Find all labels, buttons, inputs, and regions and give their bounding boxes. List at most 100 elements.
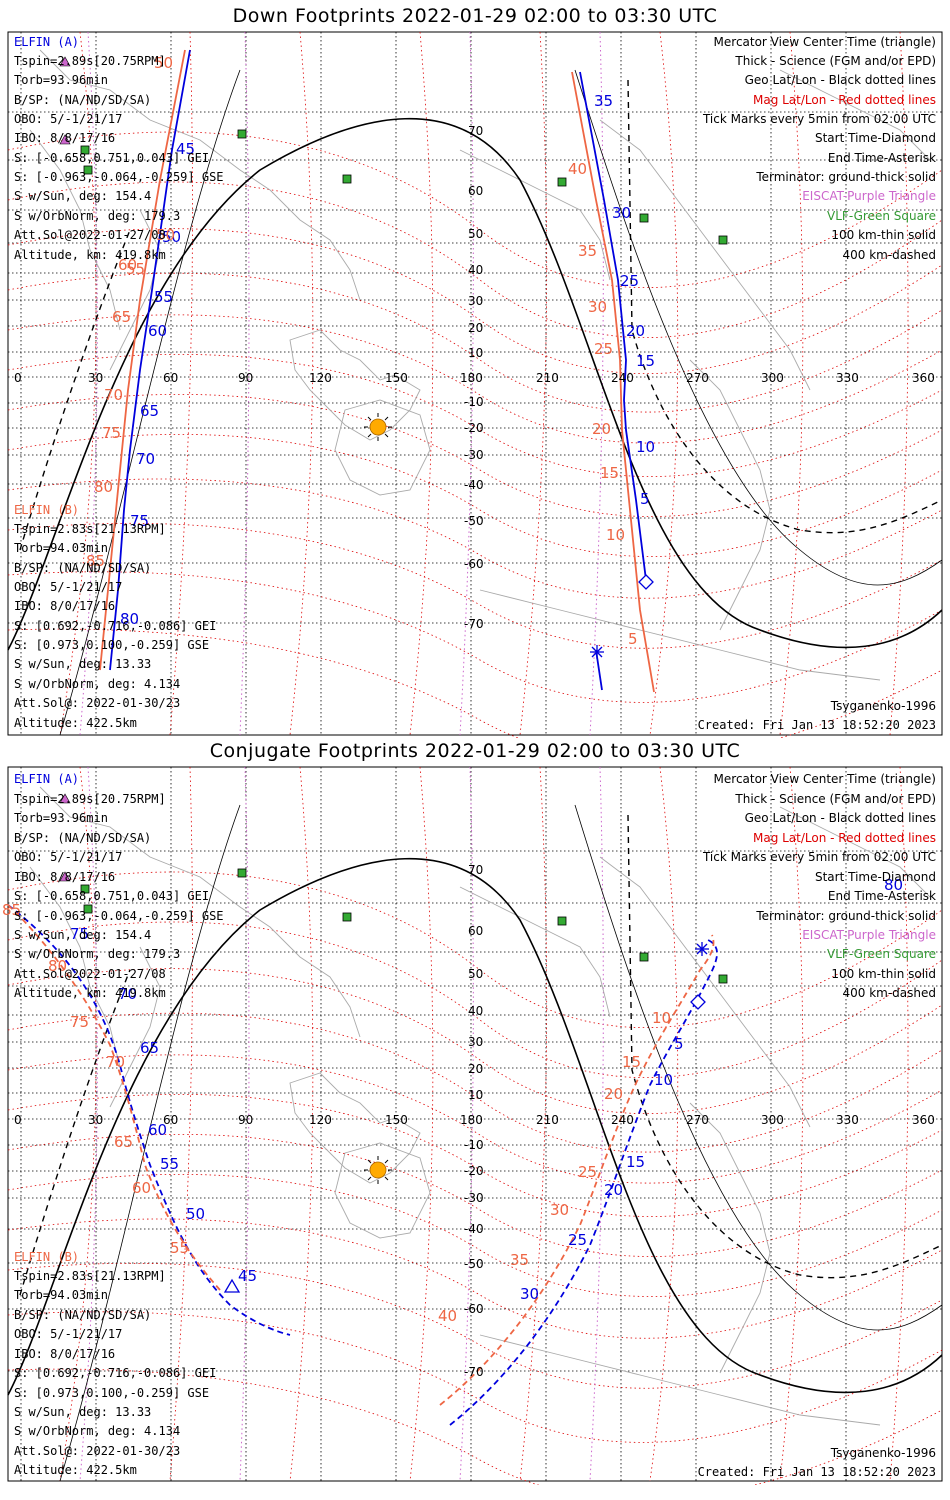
track-a-label: 20 bbox=[626, 322, 645, 340]
info-line: S w/Sun, deg: 13.33 bbox=[14, 1405, 151, 1419]
info-line: S w/OrbNorm, deg: 4.134 bbox=[14, 677, 180, 691]
track-a-label: 75 bbox=[130, 512, 149, 530]
legend-item: End Time-Asterisk bbox=[828, 889, 936, 903]
lon-tick: 330 bbox=[836, 1113, 859, 1127]
legend-item: 400 km-dashed bbox=[842, 248, 936, 262]
sun-icon bbox=[364, 1156, 392, 1184]
lon-tick-labels: 0 30 60 90 120 150 180 210 240 270 300 3… bbox=[14, 371, 935, 385]
lon-tick: 300 bbox=[761, 371, 784, 385]
legend-item: Mercator View Center Time (triangle) bbox=[714, 35, 936, 49]
info-line: S: [0.692,-0.716,-0.086] GEI bbox=[14, 1366, 216, 1380]
lat-tick: 50 bbox=[468, 227, 483, 241]
elfin-a-info: ELFIN (A) Tspin=2.89s[20.75RPM] Torb=93.… bbox=[14, 35, 224, 262]
start-diamond bbox=[690, 994, 706, 1010]
elfin-a-name: ELFIN (A) bbox=[14, 35, 79, 49]
elfin-b-conj-east bbox=[439, 934, 715, 1406]
vlf-square bbox=[639, 952, 649, 962]
track-a-label: 10 bbox=[636, 438, 655, 456]
lat-tick: -20 bbox=[464, 421, 484, 435]
lat-tick: 10 bbox=[468, 346, 483, 360]
info-line: Tspin=2.89s[20.75RPM] bbox=[14, 54, 166, 68]
conj-a-label: 10 bbox=[654, 1071, 673, 1089]
lon-tick: 90 bbox=[238, 371, 253, 385]
lon-tick: 0 bbox=[14, 371, 22, 385]
lat-tick: -40 bbox=[464, 478, 484, 492]
info-line: Tspin=2.89s[20.75RPM] bbox=[14, 792, 166, 806]
end-asterisk bbox=[590, 645, 604, 659]
info-line: Torb=93.96min bbox=[14, 811, 108, 825]
info-line: B/SP: (NA/ND/SD/SA) bbox=[14, 93, 151, 107]
lat-tick: 50 bbox=[468, 967, 483, 981]
info-line: S: [0.973,0.100,-0.259] GSE bbox=[14, 1386, 209, 1400]
track-a-label: 35 bbox=[594, 92, 613, 110]
sun-icon bbox=[364, 413, 392, 441]
vlf-square bbox=[557, 916, 567, 926]
lon-tick: 30 bbox=[88, 371, 103, 385]
lon-tick: 150 bbox=[385, 1113, 408, 1127]
track-b-label: 5 bbox=[628, 630, 638, 648]
info-line: IBO: 8/8/17/16 bbox=[14, 870, 115, 884]
info-line: Altitude: 422.5km bbox=[14, 1463, 137, 1477]
legend-item: VLF-Green Square bbox=[827, 947, 936, 961]
track-b-label: 10 bbox=[606, 526, 625, 544]
info-line: OBO: 5/-1/21/17 bbox=[14, 1327, 122, 1341]
info-line: IBO: 8/0/17/16 bbox=[14, 599, 115, 613]
legend-item: Geo Lat/Lon - Black dotted lines bbox=[745, 811, 936, 825]
lat-tick: 10 bbox=[468, 1088, 483, 1102]
info-line: Att.Sol@: 2022-01-30/23 bbox=[14, 696, 180, 710]
vlf-stations bbox=[80, 868, 728, 984]
info-line: Att.Sol@2022-01-27/08 bbox=[14, 967, 166, 981]
model-label: Tsyganenko-1996 bbox=[830, 1446, 936, 1460]
lon-tick: 90 bbox=[238, 1113, 253, 1127]
lon-tick: 270 bbox=[686, 371, 709, 385]
lat-tick: 40 bbox=[468, 1004, 483, 1018]
vlf-square bbox=[718, 974, 728, 984]
elfin-b-info: ELFIN (B) Tspin=2.83s[21.13RPM] Torb=94.… bbox=[14, 1250, 216, 1477]
info-line: OBO: 5/-1/21/17 bbox=[14, 580, 122, 594]
track-a-label: 15 bbox=[636, 352, 655, 370]
elfin-b-track bbox=[99, 49, 655, 693]
info-line: S w/OrbNorm, deg: 4.134 bbox=[14, 1424, 180, 1438]
lat-tick: -30 bbox=[464, 448, 484, 462]
lon-tick: 120 bbox=[309, 1113, 332, 1127]
conj-b-label: 25 bbox=[578, 1163, 597, 1181]
lat-tick: -20 bbox=[464, 1164, 484, 1178]
info-line: Tspin=2.83s[21.13RPM] bbox=[14, 1269, 166, 1283]
legend-item: Mag Lat/Lon - Red dotted lines bbox=[753, 831, 936, 845]
lon-tick: 60 bbox=[163, 1113, 178, 1127]
track-b-label: 85 bbox=[86, 552, 105, 570]
vlf-square bbox=[237, 868, 247, 878]
conj-b-label: 15 bbox=[622, 1053, 641, 1071]
legend-item: End Time-Asterisk bbox=[828, 151, 936, 165]
info-line: S: [0.973,0.100,-0.259] GSE bbox=[14, 638, 209, 652]
map-frame bbox=[7, 766, 943, 1482]
lat-tick-labels: 70 60 50 40 30 20 10 -10 -20 -30 -40 -50… bbox=[464, 863, 484, 1379]
track-b-label: 20 bbox=[592, 420, 611, 438]
track-b-label: 40 bbox=[568, 160, 587, 178]
info-line: OBO: 5/-1/21/17 bbox=[14, 112, 122, 126]
lat-tick: 30 bbox=[468, 1035, 483, 1049]
panel-title-down: Down Footprints 2022-01-29 02:00 to 03:3… bbox=[232, 5, 718, 27]
lat-tick: -10 bbox=[464, 1138, 484, 1152]
elfin-a-conj-east bbox=[449, 938, 718, 1426]
elfin-a-info: ELFIN (A) Tspin=2.89s[20.75RPM] Torb=93.… bbox=[14, 772, 224, 1000]
panel-title-conjugate: Conjugate Footprints 2022-01-29 02:00 to… bbox=[209, 740, 741, 762]
track-b-label: 65 bbox=[112, 308, 131, 326]
track-b-label-top: 50 bbox=[154, 54, 173, 72]
vlf-square bbox=[80, 145, 90, 155]
info-line: Att.Sol@2022-01-27/08 bbox=[14, 228, 166, 242]
info-line: S: [-0.963,-0.064,-0.259] GSE bbox=[14, 909, 224, 923]
lon-tick: 0 bbox=[14, 1113, 22, 1127]
conj-b-label: 65 bbox=[114, 1133, 133, 1151]
lon-tick: 210 bbox=[536, 1113, 559, 1127]
lat-tick: 70 bbox=[468, 863, 483, 877]
elfin-a-conj-west bbox=[7, 904, 291, 1336]
terminator-100km bbox=[59, 804, 943, 1482]
track-b-label: 80 bbox=[94, 478, 113, 496]
info-line: Altitude: 422.5km bbox=[14, 716, 137, 730]
track-b-label: 50 bbox=[156, 226, 175, 244]
info-line: Altitude, km: 419.8km bbox=[14, 248, 166, 262]
lat-tick: 20 bbox=[468, 321, 483, 335]
conj-a-label: 75 bbox=[70, 925, 89, 943]
conj-b-label: 75 bbox=[70, 1013, 89, 1031]
